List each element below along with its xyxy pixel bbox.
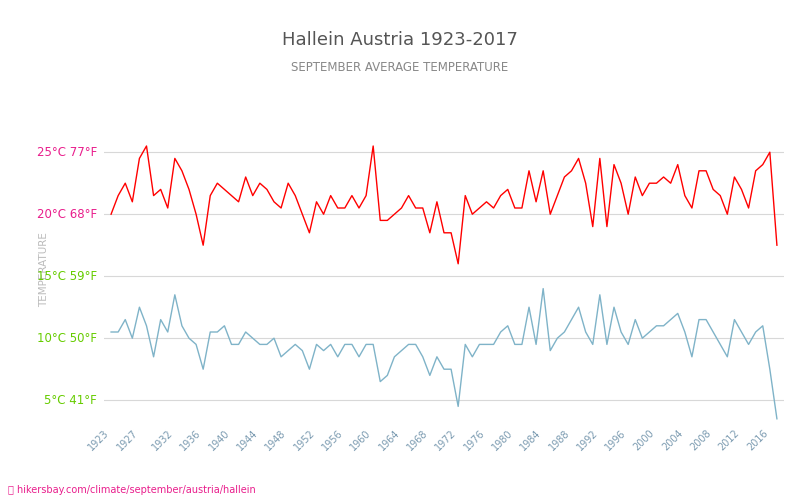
Text: SEPTEMBER AVERAGE TEMPERATURE: SEPTEMBER AVERAGE TEMPERATURE	[291, 61, 509, 74]
Text: 10°C 50°F: 10°C 50°F	[38, 332, 98, 344]
Text: 20°C 68°F: 20°C 68°F	[37, 208, 98, 220]
Text: 5°C 41°F: 5°C 41°F	[45, 394, 98, 406]
Text: Hallein Austria 1923-2017: Hallein Austria 1923-2017	[282, 31, 518, 49]
Text: 15°C 59°F: 15°C 59°F	[37, 270, 98, 282]
Text: 📍 hikersbay.com/climate/september/austria/hallein: 📍 hikersbay.com/climate/september/austri…	[8, 485, 256, 495]
Y-axis label: TEMPERATURE: TEMPERATURE	[38, 232, 49, 308]
Text: 25°C 77°F: 25°C 77°F	[37, 146, 98, 158]
